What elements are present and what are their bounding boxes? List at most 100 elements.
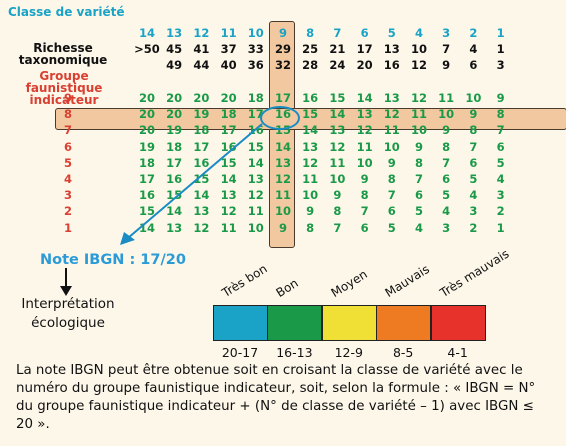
grid-cell: 17	[138, 172, 155, 186]
grid-cell: 11	[247, 204, 264, 219]
grid-cell: 12	[193, 220, 210, 235]
grid-cell: 20	[138, 123, 155, 138]
highlight-row	[55, 108, 566, 130]
richesse-cell: 40	[220, 58, 237, 72]
grid-cell: 8	[387, 172, 396, 186]
richesse-cell: 44	[193, 58, 210, 72]
grid-cell: 10	[356, 155, 373, 170]
grid-cell: 7	[469, 139, 478, 154]
grid-cell: 8	[442, 139, 451, 154]
grid-cell: 14	[220, 172, 237, 186]
grid-cell: 11	[220, 220, 237, 235]
richesse-cell: >50	[134, 42, 160, 56]
classe-cell: 6	[360, 26, 369, 40]
richesse-cell: 17	[356, 42, 373, 56]
grid-cell: 18	[220, 107, 237, 122]
grid-cell: 5	[414, 204, 423, 219]
grid-cell: 4	[469, 188, 478, 203]
grid-cell: 16	[302, 91, 319, 105]
grid-cell: 14	[356, 91, 373, 105]
grid-cell: 17	[166, 155, 183, 170]
grid-cell: 9	[333, 188, 342, 203]
highlight-circle	[260, 106, 300, 130]
grid-cell: 3	[442, 220, 451, 235]
groupe-cell: 7	[63, 123, 72, 138]
grid-cell: 13	[193, 204, 210, 219]
quality-bar	[430, 305, 486, 341]
classe-cell: 3	[442, 26, 451, 40]
groupe-cell: 3	[63, 188, 72, 203]
grid-cell: 15	[193, 172, 210, 186]
classe-cell: 4	[414, 26, 423, 40]
grid-cell: 13	[166, 220, 183, 235]
richesse-cell: 36	[247, 58, 264, 72]
grid-cell: 13	[383, 91, 400, 105]
grid-cell: 6	[469, 155, 478, 170]
richesse-cell: 6	[469, 58, 478, 72]
grid-cell: 13	[274, 155, 291, 170]
quality-range: 8-5	[392, 345, 414, 360]
quality-range: 4-1	[447, 345, 468, 360]
richesse-cell: 24	[329, 58, 346, 72]
richesse-cell: 33	[247, 42, 264, 56]
grid-cell: 11	[438, 91, 455, 105]
richesse-cell: 3	[496, 58, 505, 72]
richesse-cell: 25	[302, 42, 319, 56]
grid-cell: 16	[166, 172, 183, 186]
grid-cell: 13	[302, 139, 319, 154]
grid-cell: 12	[274, 172, 291, 186]
grid-cell: 9	[278, 220, 287, 235]
quality-range: 20-17	[221, 345, 259, 360]
grid-cell: 4	[442, 204, 451, 219]
grid-cell: 9	[442, 123, 451, 138]
grid-cell: 12	[383, 107, 400, 122]
richesse-cell: 13	[383, 42, 400, 56]
richesse-cell: 20	[356, 58, 373, 72]
grid-cell: 15	[302, 107, 319, 122]
grid-cell: 17	[220, 123, 237, 138]
grid-cell: 8	[360, 188, 369, 203]
grid-cell: 14	[193, 188, 210, 203]
richesse-cell: 9	[442, 58, 451, 72]
groupe-cell: 8	[63, 107, 72, 122]
highlight-column	[269, 21, 295, 248]
grid-cell: 5	[469, 172, 478, 186]
groupe-cell: 6	[63, 139, 72, 154]
grid-cell: 20	[138, 107, 155, 122]
quality-range: 12-9	[334, 345, 363, 360]
grid-cell: 20	[166, 107, 183, 122]
grid-cell: 8	[306, 220, 315, 235]
grid-cell: 4	[496, 172, 505, 186]
grid-cell: 15	[247, 139, 264, 154]
grid-cell: 10	[247, 220, 264, 235]
grid-cell: 12	[410, 91, 427, 105]
grid-cell: 2	[496, 204, 505, 219]
grid-cell: 9	[496, 91, 505, 105]
grid-cell: 10	[383, 139, 400, 154]
quality-bar	[213, 305, 268, 341]
classe-cell: 10	[247, 26, 264, 40]
grid-cell: 15	[329, 91, 346, 105]
grid-cell: 20	[138, 91, 155, 105]
grid-cell: 14	[302, 123, 319, 138]
grid-cell: 17	[247, 107, 264, 122]
grid-cell: 8	[333, 204, 342, 219]
classe-cell: 11	[220, 26, 237, 40]
grid-cell: 8	[469, 123, 478, 138]
grid-cell: 9	[387, 155, 396, 170]
grid-cell: 13	[329, 123, 346, 138]
grid-cell: 18	[193, 123, 210, 138]
grid-cell: 11	[356, 139, 373, 154]
grid-cell: 6	[442, 172, 451, 186]
grid-cell: 2	[469, 220, 478, 235]
groupe-cell: 9	[63, 91, 72, 105]
richesse-cell: 41	[193, 42, 210, 56]
grid-cell: 7	[496, 123, 505, 138]
quality-bar	[267, 305, 323, 341]
grid-cell: 18	[166, 139, 183, 154]
grid-cell: 11	[302, 172, 319, 186]
grid-cell: 10	[438, 107, 455, 122]
grid-cell: 14	[329, 107, 346, 122]
richesse-cell: 21	[329, 42, 346, 56]
